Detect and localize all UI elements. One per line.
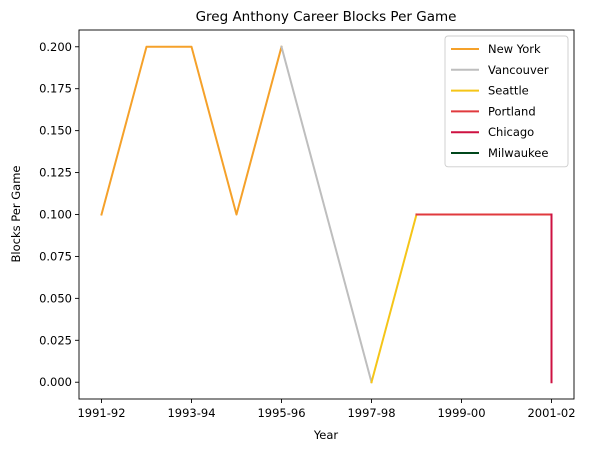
y-tick-label: 0.175 [39,82,72,96]
y-tick-label: 0.075 [39,249,72,263]
series-line-seattle [370,213,418,384]
legend-box [444,35,569,168]
y-axis: 0.000 0.025 0.050 0.075 0.100 0.125 0.150 0.175… [39,40,79,389]
x-axis: 1991-92 1993-94 1995-96 1997-98 1999-00 2001-… [77,399,576,420]
x-tick-label: 1993-94 [167,406,215,420]
y-axis-label: Blocks Per Game [9,166,23,263]
series-group [100,45,553,384]
y-tick-label: 0.150 [39,124,72,138]
y-tick-label: 0.050 [39,291,72,305]
x-tick-label: 1991-92 [77,406,125,420]
legend-label-seattle: Seattle [488,84,529,98]
x-axis-label: Year [313,428,339,442]
series-line-vancouver [280,45,373,384]
y-tick-label: 0.100 [39,208,72,222]
legend-label-new-york: New York [488,42,541,56]
x-tick-label: 2001-02 [527,406,575,420]
series-line-new-york [100,45,283,216]
legend: New York Vancouver Seattle Portland Chicago M… [444,35,569,168]
legend-label-milwaukee: Milwaukee [488,146,548,160]
x-tick-label: 1999-00 [437,406,485,420]
legend-label-vancouver: Vancouver [488,63,549,77]
legend-label-chicago: Chicago [488,125,534,139]
y-tick-label: 0.200 [39,40,72,54]
y-tick-label: 0.000 [39,375,72,389]
x-tick-label: 1997-98 [347,406,395,420]
legend-label-portland: Portland [488,104,536,118]
chart-title: Greg Anthony Career Blocks Per Game [196,9,457,25]
x-tick-label: 1995-96 [257,406,305,420]
y-tick-label: 0.025 [39,333,72,347]
y-tick-label: 0.125 [39,166,72,180]
